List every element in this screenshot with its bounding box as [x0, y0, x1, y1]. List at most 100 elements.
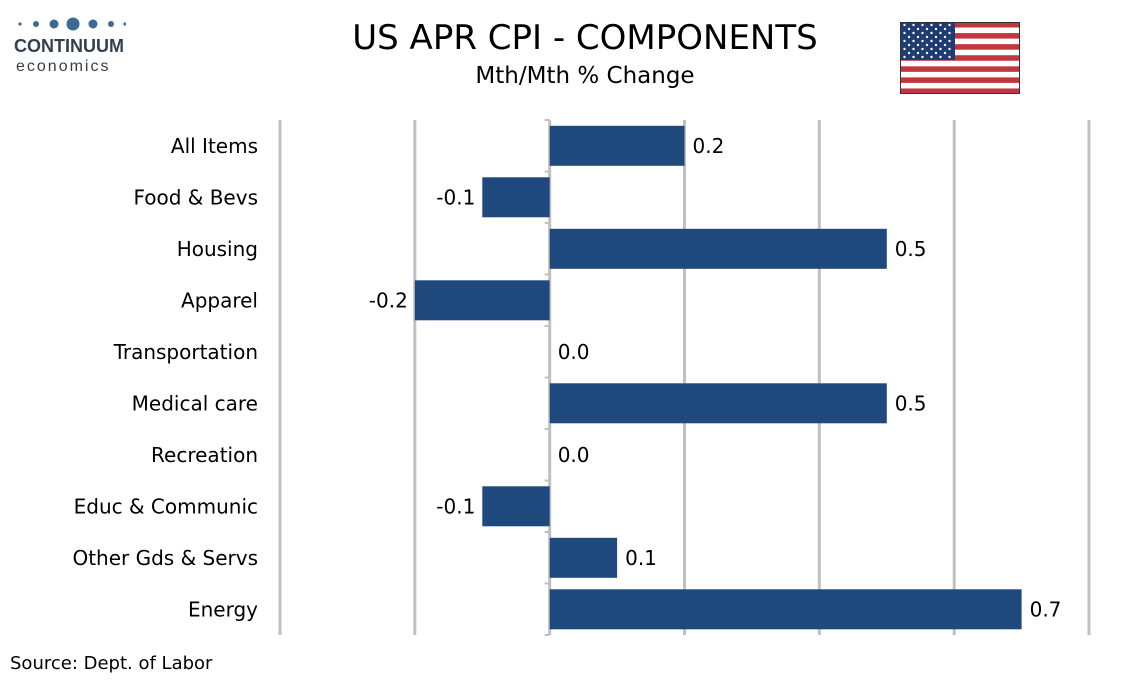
flag-star — [934, 35, 938, 39]
flag-star — [948, 47, 951, 51]
bar — [549, 228, 887, 269]
bar — [482, 177, 550, 218]
flag-star — [934, 51, 938, 55]
flag-star — [943, 51, 947, 55]
data-label: -0.1 — [436, 185, 475, 209]
flag-star — [912, 39, 915, 43]
data-label: 0.1 — [625, 546, 657, 570]
flag-star — [916, 27, 920, 31]
flag-stripe — [900, 71, 1020, 78]
data-label: 0.2 — [693, 134, 725, 158]
flag-star — [912, 55, 915, 59]
bar — [414, 280, 550, 321]
bar — [549, 537, 618, 578]
flag-star — [943, 35, 947, 39]
flag-star — [930, 55, 933, 59]
flag-star — [903, 55, 906, 59]
flag-star — [948, 55, 951, 59]
flag-star — [925, 51, 929, 55]
bar — [549, 589, 1022, 630]
flag-star — [939, 47, 942, 51]
flag-star — [943, 27, 947, 31]
flag-stripe — [900, 55, 1020, 62]
flag-star — [930, 47, 933, 51]
category-label: Transportation — [113, 340, 258, 364]
flag-stripe — [900, 88, 1020, 94]
category-label: All Items — [171, 134, 258, 158]
data-label: -0.2 — [369, 288, 408, 312]
chart-title: US APR CPI - COMPONENTS — [352, 18, 818, 58]
category-label: Medical care — [132, 391, 258, 415]
flag-star — [916, 51, 920, 55]
flag-star — [921, 39, 924, 43]
source-note: Source: Dept. of Labor — [10, 653, 213, 674]
logo-brand-name: CONTINUUM — [14, 36, 124, 56]
flag-stripe — [900, 33, 1020, 39]
flag-star — [925, 27, 929, 31]
flag-star — [903, 31, 906, 35]
flag-star — [925, 43, 929, 47]
flag-stripe — [900, 66, 1020, 73]
flag-star — [907, 35, 911, 39]
flag-star — [916, 43, 920, 47]
flag-star — [939, 55, 942, 59]
flag-star — [903, 23, 906, 27]
flag-stripe — [900, 27, 1020, 34]
flag-star — [912, 23, 915, 27]
flag-star — [930, 31, 933, 35]
flag-star — [948, 31, 951, 35]
category-label: Apparel — [181, 288, 258, 312]
flag-stripe — [900, 38, 1020, 45]
flag-star — [907, 27, 911, 31]
flag-stripe — [900, 60, 1020, 67]
flag-star — [903, 39, 906, 43]
flag-stripe — [900, 44, 1020, 50]
flag-stripe — [900, 82, 1020, 89]
flag-star — [939, 39, 942, 43]
data-label: 0.5 — [895, 391, 927, 415]
category-label: Food & Bevs — [133, 185, 258, 209]
data-label: 0.0 — [558, 340, 590, 364]
bar — [549, 383, 887, 424]
flag-star — [907, 51, 911, 55]
flag-star — [930, 39, 933, 43]
data-label: 0.0 — [558, 443, 590, 467]
flag-star — [934, 27, 938, 31]
data-label: 0.7 — [1030, 597, 1062, 621]
continuum-economics-logo: CONTINUUM economics — [14, 14, 134, 78]
category-label: Other Gds & Servs — [72, 546, 258, 570]
flag-stripe — [900, 49, 1020, 56]
flag-star — [907, 43, 911, 47]
flag-star — [930, 23, 933, 27]
flag-star — [903, 47, 906, 51]
flag-star — [921, 47, 924, 51]
logo-brand-tagline: economics — [16, 58, 111, 75]
flag-star — [912, 31, 915, 35]
flag-star — [912, 47, 915, 51]
flag-star — [916, 35, 920, 39]
flag-stripe — [900, 77, 1020, 84]
flag-star — [934, 43, 938, 47]
flag-star — [948, 39, 951, 43]
chart-subtitle: Mth/Mth % Change — [475, 63, 695, 89]
logo-dots-icon — [18, 17, 126, 31]
us-flag-icon — [900, 22, 1020, 94]
data-label: 0.5 — [895, 237, 927, 261]
category-label: Recreation — [151, 443, 258, 467]
category-label: Educ & Communic — [74, 494, 258, 518]
flag-stripe — [900, 22, 1020, 28]
flag-star — [943, 43, 947, 47]
bar — [482, 486, 550, 527]
category-label: Energy — [188, 597, 258, 621]
flag-star — [948, 23, 951, 27]
flag-star — [939, 23, 942, 27]
flag-star — [921, 31, 924, 35]
bar — [549, 125, 685, 166]
flag-star — [925, 35, 929, 39]
flag-star — [921, 23, 924, 27]
data-label: -0.1 — [436, 494, 475, 518]
category-label: Housing — [177, 237, 258, 261]
flag-star — [939, 31, 942, 35]
flag-star — [921, 55, 924, 59]
